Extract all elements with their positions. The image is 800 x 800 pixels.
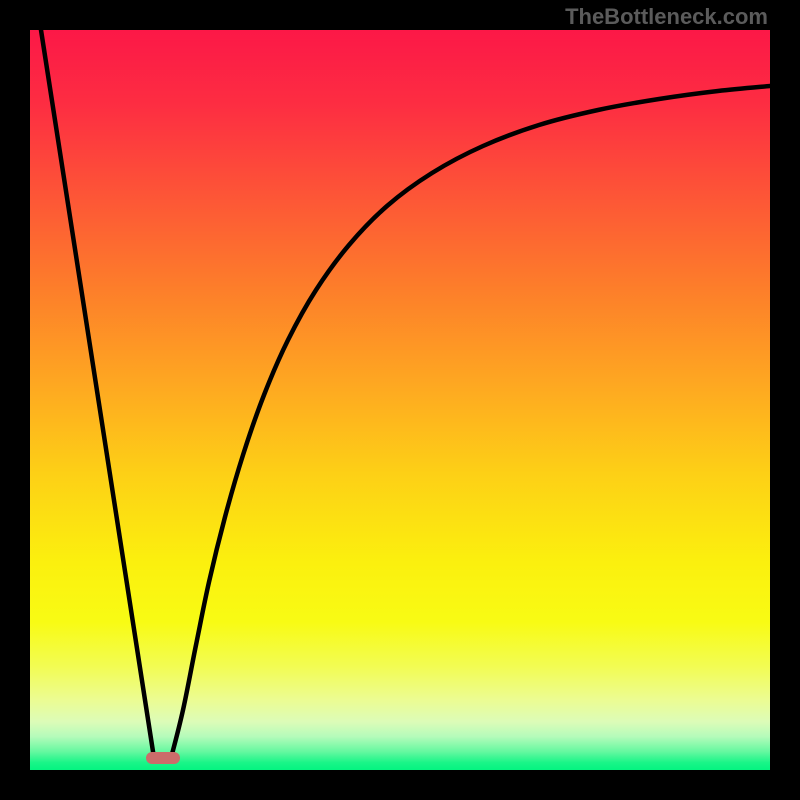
chart-plot-area — [30, 30, 770, 770]
optimal-marker — [146, 752, 180, 764]
chart-outer: { "watermark": { "text": "TheBottleneck.… — [0, 0, 800, 800]
bottleneck-curve — [30, 30, 770, 770]
watermark-text: TheBottleneck.com — [565, 4, 768, 30]
